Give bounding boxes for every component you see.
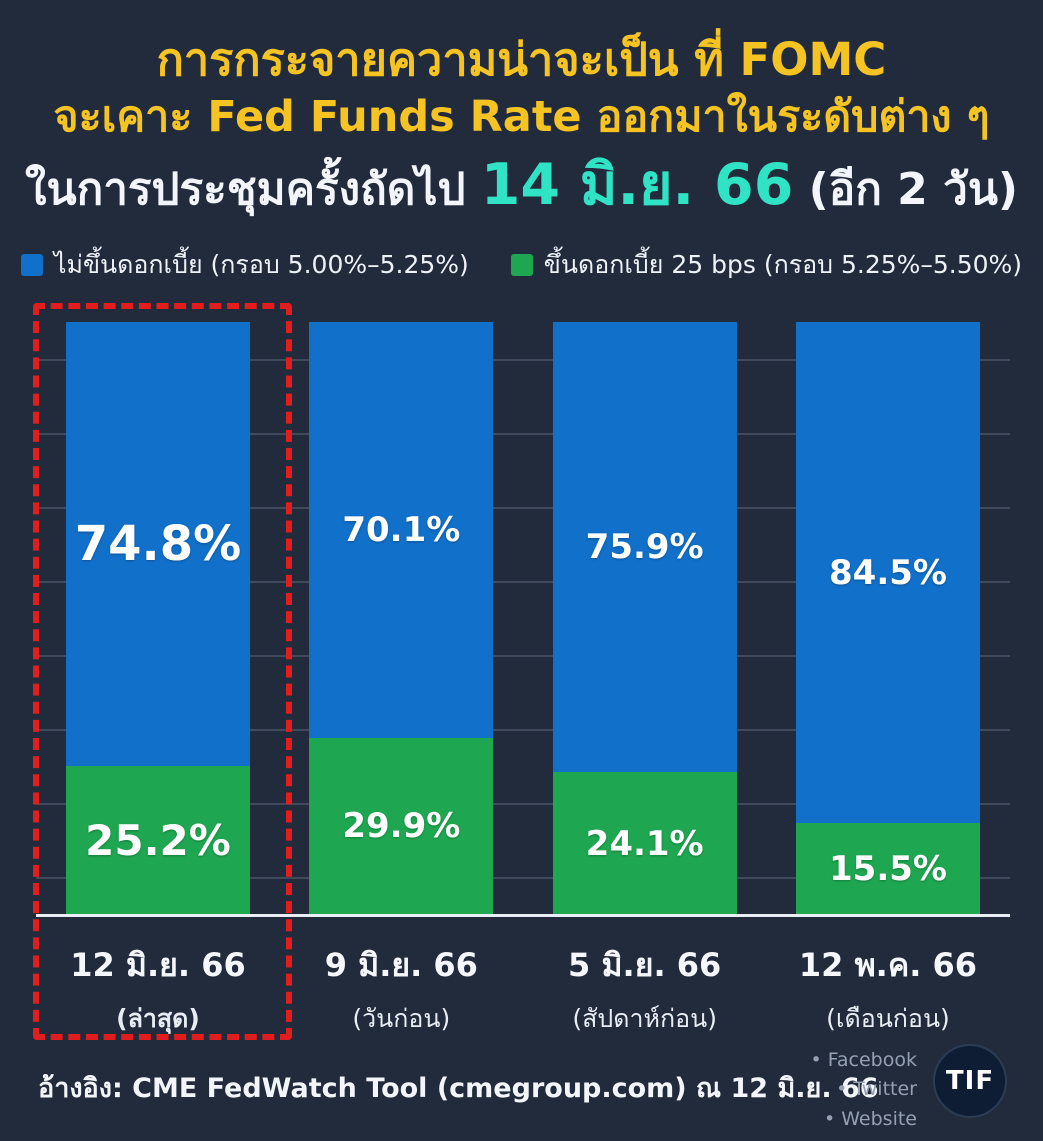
bar-group-day-before: 70.1% 29.9% xyxy=(309,322,494,915)
category-date: 12 พ.ค. 66 xyxy=(798,946,978,984)
bar-segment-no-hike: 75.9% xyxy=(552,322,737,773)
tif-logo-text: TIF xyxy=(945,1066,995,1096)
legend-swatch-blue-icon xyxy=(20,254,43,277)
bar-segment-hike: 29.9% xyxy=(309,737,494,915)
category-sublabel: (สัปดาห์ก่อน) xyxy=(572,1004,717,1033)
x-axis-labels: 12 มิ.ย. 66 (ล่าสุด) 9 มิ.ย. 66 (วันก่อน… xyxy=(36,940,1010,1039)
x-axis-label-month-before: 12 พ.ค. 66 (เดือนก่อน) xyxy=(796,940,980,1039)
bar-group-latest: 74.8% 25.2% xyxy=(66,322,250,915)
legend-item-no-hike: ไม่ขึ้นดอกเบี้ย (กรอบ 5.00%–5.25%) xyxy=(20,245,469,285)
legend-label-no-hike: ไม่ขึ้นดอกเบี้ย (กรอบ 5.00%–5.25%) xyxy=(53,250,469,280)
category-sublabel: (เดือนก่อน) xyxy=(826,1004,950,1033)
tif-logo: TIF xyxy=(933,1044,1007,1118)
source-citation: อ้างอิง: CME FedWatch Tool (cmegroup.com… xyxy=(38,1073,879,1104)
bar-value-label: 75.9% xyxy=(585,527,704,568)
bars-row: 74.8% 25.2% 70.1% 29.9% 75.9% 24 xyxy=(36,322,1010,915)
chart-legend: ไม่ขึ้นดอกเบี้ย (กรอบ 5.00%–5.25%) ขึ้นด… xyxy=(0,245,1043,285)
social-facebook: • Facebook xyxy=(810,1049,917,1071)
bar-value-label: 24.1% xyxy=(585,823,704,864)
bar-value-label: 70.1% xyxy=(342,509,461,550)
social-website: • Website xyxy=(824,1107,917,1130)
poster-title-line1: การกระจายความน่าจะเป็น ที่ FOMC xyxy=(0,30,1043,89)
category-date: 9 มิ.ย. 66 xyxy=(324,946,478,984)
probability-chart: 74.8% 25.2% 70.1% 29.9% 75.9% 24 xyxy=(36,322,1010,917)
legend-swatch-green-icon xyxy=(510,254,533,277)
bar-group-week-before: 75.9% 24.1% xyxy=(552,322,737,915)
bar-segment-no-hike: 74.8% xyxy=(66,322,250,766)
bar-segment-no-hike: 84.5% xyxy=(795,322,980,824)
bar-value-label: 84.5% xyxy=(829,552,947,593)
x-axis-line xyxy=(36,914,1010,917)
bar-value-label: 29.9% xyxy=(342,806,461,847)
title-line3-prefix: ในการประชุมครั้งถัดไป xyxy=(25,164,481,216)
social-links: • Facebook • Twitter • Website xyxy=(810,1046,917,1134)
bar-segment-hike: 25.2% xyxy=(66,765,250,915)
bar-group-month-before: 84.5% 15.5% xyxy=(795,322,980,915)
bar-segment-no-hike: 70.1% xyxy=(309,322,494,738)
meeting-date-highlight: 14 มิ.ย. 66 xyxy=(480,152,794,219)
bar-segment-hike: 15.5% xyxy=(795,823,980,915)
title-line1-bold: การกระจายความน่าจะเป็น xyxy=(156,33,679,86)
bar-value-label: 74.8% xyxy=(74,515,242,572)
x-axis-label-day-before: 9 มิ.ย. 66 (วันก่อน) xyxy=(309,940,493,1039)
social-twitter: • Twitter xyxy=(836,1078,917,1101)
legend-item-hike-25bps: ขึ้นดอกเบี้ย 25 bps (กรอบ 5.25%–5.50%) xyxy=(510,245,1023,285)
category-date: 12 มิ.ย. 66 xyxy=(70,946,246,984)
bar-value-label: 15.5% xyxy=(829,849,947,890)
x-axis-label-latest: 12 มิ.ย. 66 (ล่าสุด) xyxy=(66,940,250,1039)
category-sublabel: (วันก่อน) xyxy=(352,1004,451,1033)
bar-segment-hike: 24.1% xyxy=(552,772,737,915)
x-axis-label-week-before: 5 มิ.ย. 66 (สัปดาห์ก่อน) xyxy=(553,940,737,1039)
bar-value-label: 25.2% xyxy=(85,815,231,865)
category-sublabel: (ล่าสุด) xyxy=(116,1004,200,1033)
category-date: 5 มิ.ย. 66 xyxy=(568,946,722,984)
legend-label-hike-25bps: ขึ้นดอกเบี้ย 25 bps (กรอบ 5.25%–5.50%) xyxy=(543,250,1023,280)
poster-title-line3: ในการประชุมครั้งถัดไป 14 มิ.ย. 66 (อีก 2… xyxy=(0,148,1043,223)
title-line1-rest: ที่ FOMC xyxy=(678,33,887,86)
poster-title: การกระจายความน่าจะเป็น ที่ FOMC จะเคาะ F… xyxy=(0,0,1043,223)
poster-title-line2: จะเคาะ Fed Funds Rate ออกมาในระดับต่าง ๆ xyxy=(53,92,990,143)
title-line3-suffix: (อีก 2 วัน) xyxy=(793,164,1018,216)
